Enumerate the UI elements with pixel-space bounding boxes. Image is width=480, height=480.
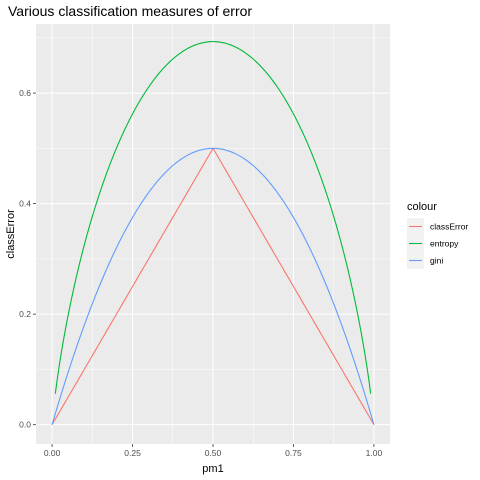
y-tick-label: 0.2 bbox=[19, 309, 31, 319]
y-tick-label: 0.0 bbox=[19, 420, 31, 430]
chart-title: Various classification measures of error bbox=[8, 3, 252, 19]
series-line-gini bbox=[51, 147, 375, 425]
legend-label-gini: gini bbox=[430, 256, 443, 266]
legend-label-classError: classError bbox=[430, 222, 468, 232]
y-tick-label: 0.6 bbox=[19, 88, 31, 98]
x-tick-label: 0.00 bbox=[44, 448, 61, 458]
x-tick-label: 0.25 bbox=[124, 448, 141, 458]
series-layer bbox=[51, 41, 375, 425]
axis-ticks: 0.00 0.25 0.50 0.75 1.00 0.0 0.2 0.4 0.6 bbox=[19, 88, 382, 458]
y-tick-label: 0.4 bbox=[19, 199, 31, 209]
legend-title: colour bbox=[407, 201, 437, 213]
legend-label-entropy: entropy bbox=[430, 239, 459, 249]
x-axis-title: pm1 bbox=[202, 463, 223, 475]
major-gridlines bbox=[36, 24, 390, 444]
legend: colour classError entropy gini bbox=[407, 201, 468, 269]
x-tick-label: 0.50 bbox=[205, 448, 222, 458]
x-tick-label: 0.75 bbox=[285, 448, 302, 458]
series-line-entropy bbox=[54, 41, 372, 394]
x-tick-label: 1.00 bbox=[366, 448, 383, 458]
y-axis-title: classError bbox=[5, 209, 17, 259]
